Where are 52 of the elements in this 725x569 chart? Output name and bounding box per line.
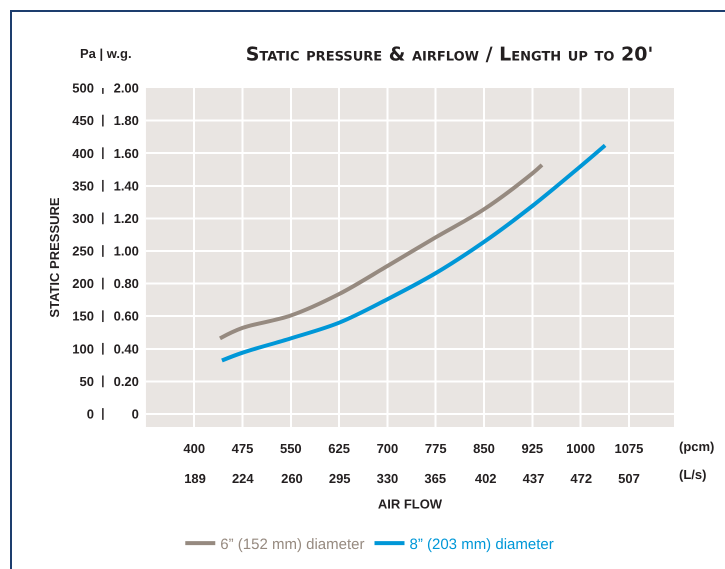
y2-tick-label: 2.00 bbox=[114, 80, 139, 96]
y-tick-label: 150 bbox=[72, 308, 94, 324]
x-axis-title: AIR FLOW bbox=[378, 496, 443, 512]
x-tick-label: 400 bbox=[183, 441, 206, 456]
x2-tick-label: 402 bbox=[474, 471, 497, 486]
x2-tick-label: 224 bbox=[232, 471, 254, 486]
x2-tick-label: 365 bbox=[424, 471, 446, 486]
y-tick-label: 350 bbox=[72, 178, 94, 194]
chart-title: Static pressure & airflow / Length up to 20' bbox=[246, 44, 654, 66]
y2-tick-label: 1.60 bbox=[114, 146, 139, 161]
x-tick-label: 700 bbox=[376, 441, 398, 456]
y-tick-label: 100 bbox=[72, 341, 94, 356]
y-tick-label: 0 bbox=[86, 406, 94, 422]
legend-label: 6” (152 mm) diameter bbox=[220, 536, 364, 553]
y-tick-label: 500 bbox=[72, 80, 94, 96]
y-tick-label: 50 bbox=[80, 374, 94, 389]
text: (pcm) bbox=[679, 439, 714, 454]
x2-tick-label: 507 bbox=[618, 471, 640, 486]
line-series bbox=[218, 162, 544, 340]
x2-tick-label: 472 bbox=[570, 471, 592, 486]
y2-tick-label: 0.60 bbox=[114, 308, 139, 324]
x2-tick-label: 260 bbox=[281, 471, 303, 486]
y2-tick-label: 0.40 bbox=[114, 341, 139, 356]
x-tick-label: 625 bbox=[328, 441, 350, 456]
x2-tick-label: 437 bbox=[522, 471, 544, 486]
y-tick-label: 250 bbox=[72, 244, 94, 259]
legend-label: 8” (203 mm) diameter bbox=[410, 536, 554, 553]
y2-tick-label: 1.00 bbox=[114, 244, 139, 259]
y2-tick-label: 1.80 bbox=[114, 113, 139, 128]
y-tick-label: 200 bbox=[72, 276, 94, 292]
y2-tick-label: 1.20 bbox=[114, 210, 139, 226]
y2-tick-label: 1.40 bbox=[114, 178, 139, 194]
x-tick-label: 1000 bbox=[566, 441, 596, 456]
x2-tick-label: 189 bbox=[184, 471, 206, 486]
line-series bbox=[220, 143, 608, 363]
x-tick-label: 775 bbox=[424, 441, 447, 456]
text: Pa | w.g. bbox=[80, 46, 132, 61]
y-tick-label: 450 bbox=[72, 113, 94, 128]
y-axis-title: STATIC PRESSURE bbox=[47, 197, 62, 318]
x-tick-label: 850 bbox=[473, 441, 495, 456]
x-tick-label: 550 bbox=[280, 441, 302, 456]
x-tick-label: 1075 bbox=[614, 441, 644, 456]
y2-tick-label: 0.80 bbox=[114, 276, 139, 292]
x-tick-label: 475 bbox=[232, 441, 254, 456]
y2-tick-label: 0.20 bbox=[114, 374, 139, 389]
y-tick-label: 400 bbox=[72, 146, 94, 161]
x2-tick-label: 330 bbox=[376, 471, 398, 486]
y2-tick-label: 0 bbox=[132, 406, 139, 422]
y-tick-label: 300 bbox=[72, 210, 94, 226]
text: (L/s) bbox=[679, 467, 706, 482]
x-tick-label: 925 bbox=[521, 441, 544, 456]
x2-tick-label: 295 bbox=[328, 471, 351, 486]
